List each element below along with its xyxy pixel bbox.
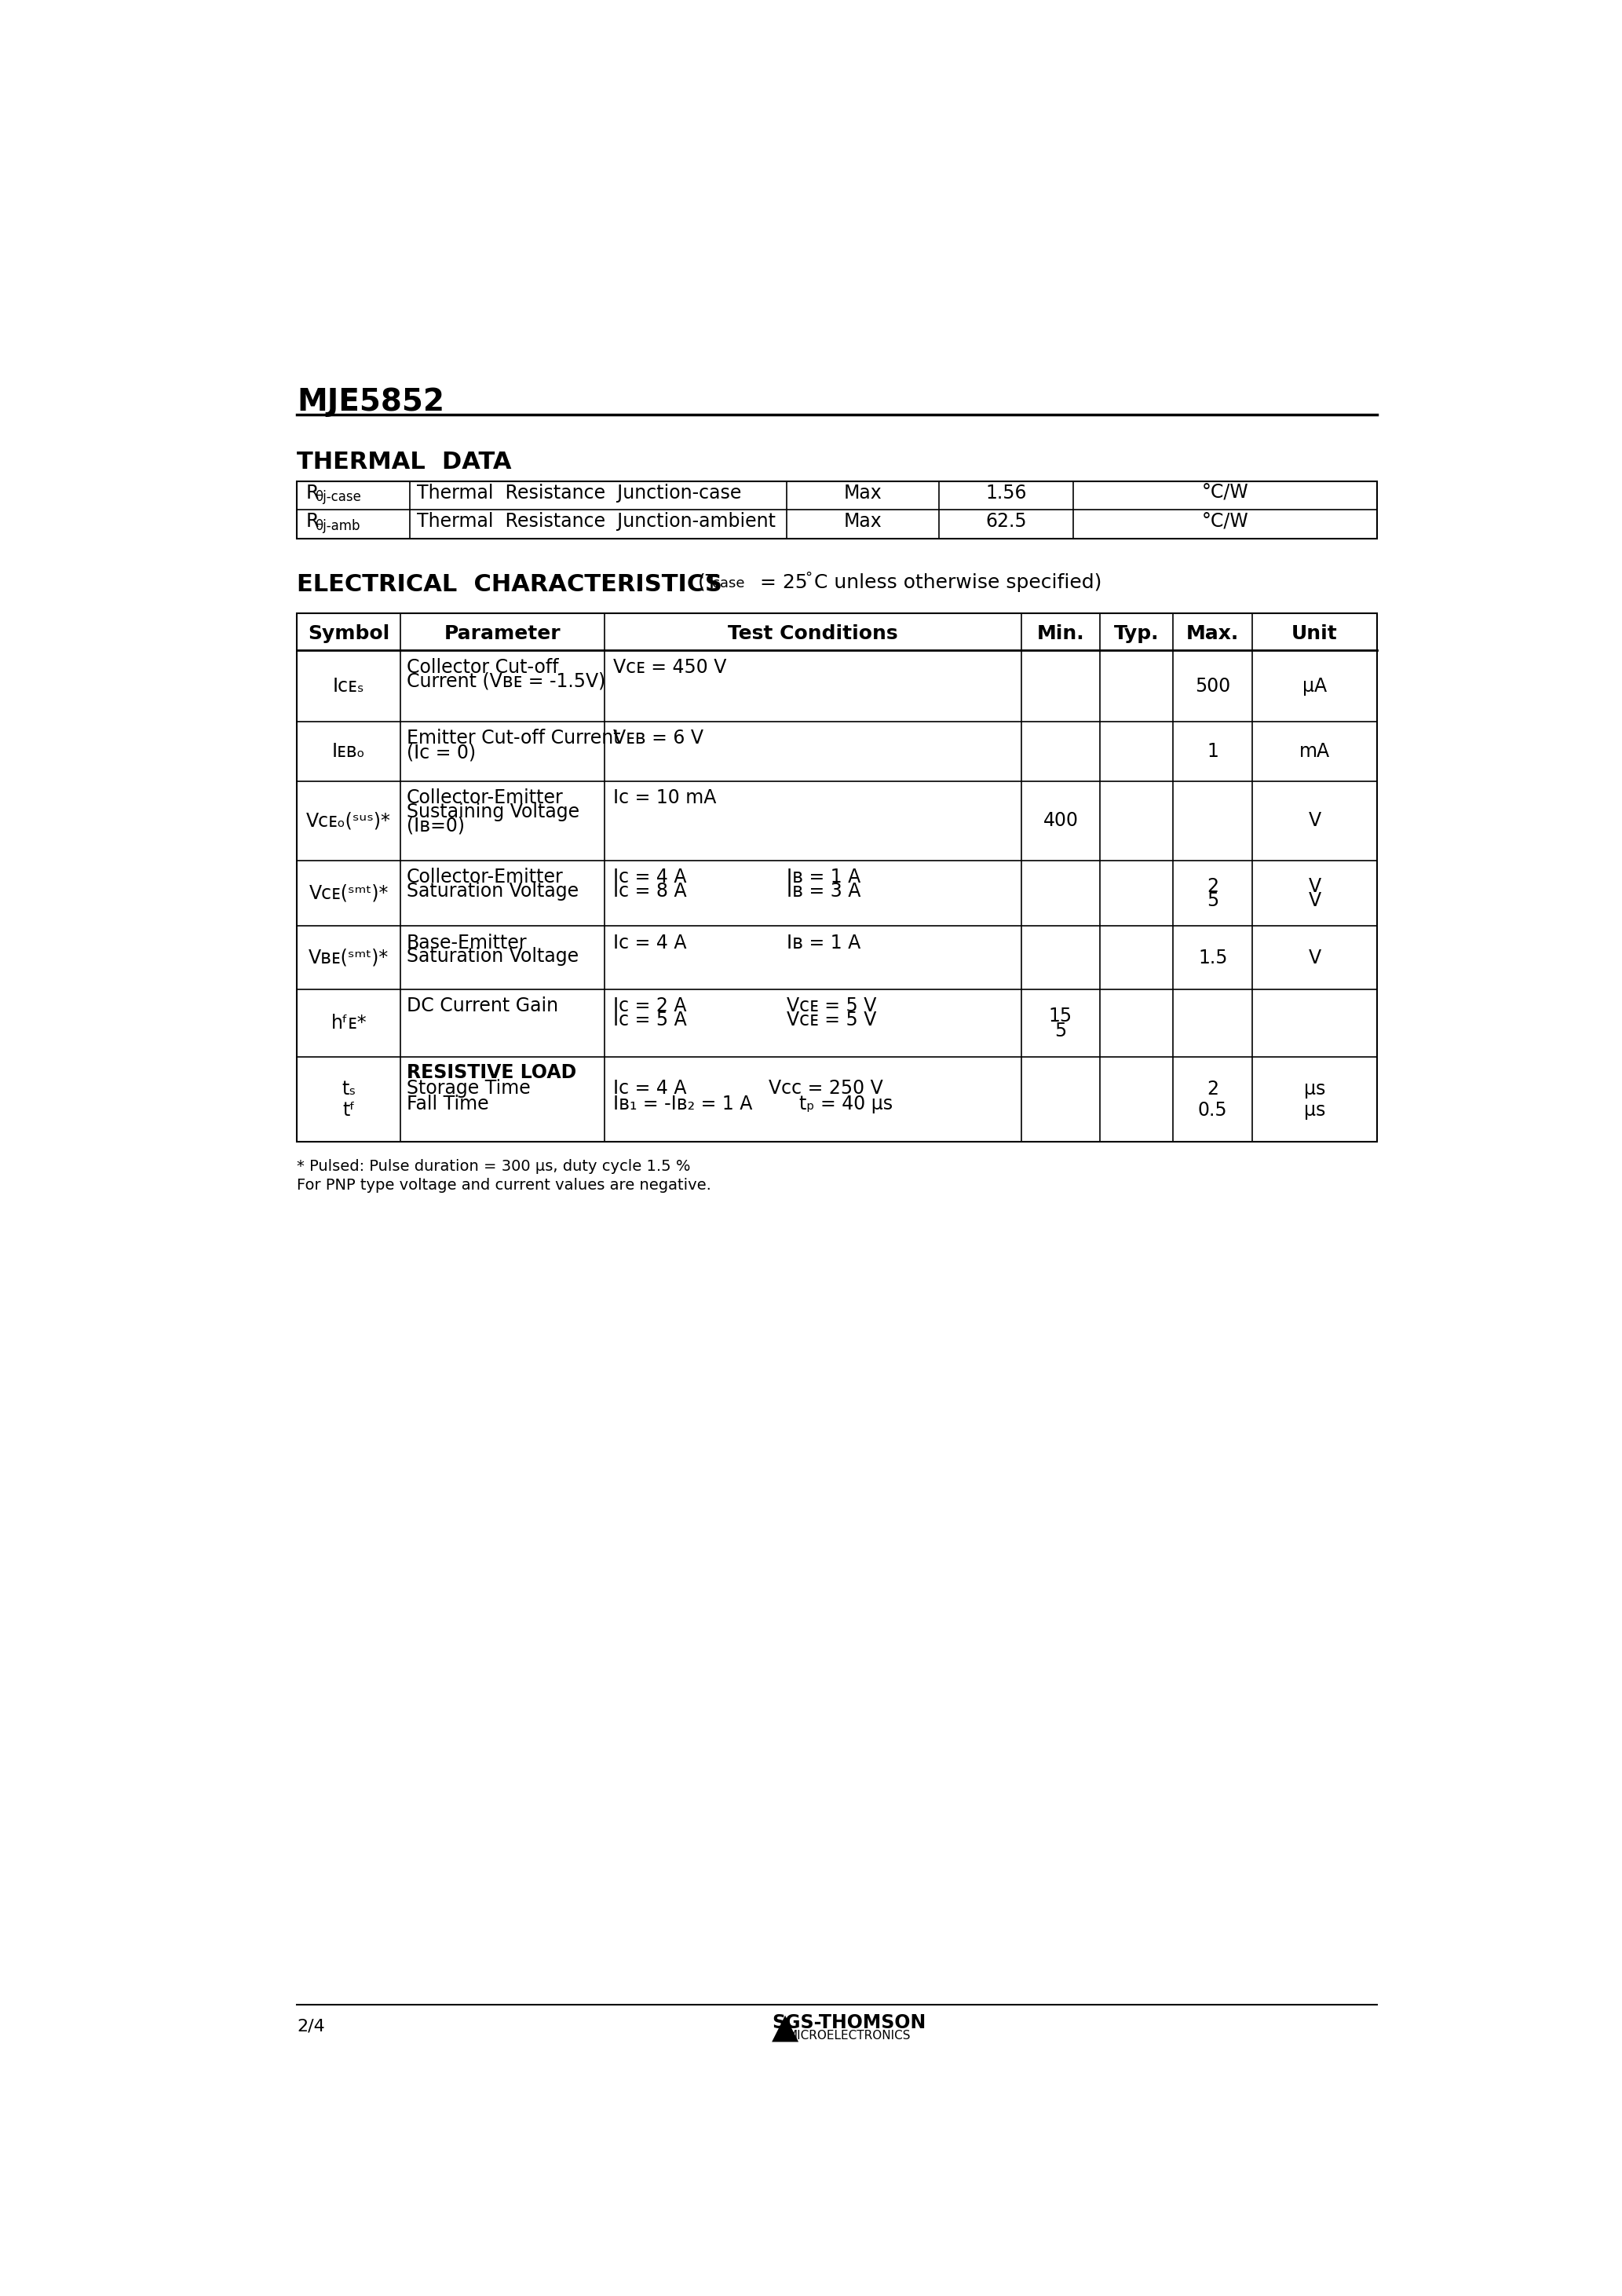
Text: Test Conditions: Test Conditions — [728, 625, 897, 643]
Text: tₛ: tₛ — [342, 1079, 355, 1097]
Text: hᶠᴇ*: hᶠᴇ* — [331, 1015, 367, 1033]
Text: Vᴄᴇₒ(ˢᵘˢ)*: Vᴄᴇₒ(ˢᵘˢ)* — [307, 810, 391, 831]
Text: R: R — [307, 512, 320, 530]
Text: 2: 2 — [1207, 877, 1218, 895]
Text: °C/W: °C/W — [1202, 512, 1249, 530]
Text: MJE5852: MJE5852 — [297, 388, 444, 418]
Text: 1.56: 1.56 — [985, 484, 1027, 503]
Text: tᶠ: tᶠ — [342, 1102, 355, 1120]
Text: Iᴇвₒ: Iᴇвₒ — [333, 742, 365, 760]
Text: C unless otherwise specified): C unless otherwise specified) — [814, 574, 1101, 592]
Text: μs: μs — [1304, 1102, 1325, 1120]
Text: MICROELECTRONICS: MICROELECTRONICS — [787, 2030, 912, 2041]
Text: V: V — [1309, 810, 1320, 831]
Text: Saturation Voltage: Saturation Voltage — [407, 882, 579, 900]
Text: 500: 500 — [1195, 677, 1231, 696]
Text: tₚ = 40 μs: tₚ = 40 μs — [800, 1095, 892, 1114]
Text: Fall Time: Fall Time — [407, 1095, 488, 1114]
Text: 2/4: 2/4 — [297, 2018, 324, 2034]
Text: Iᴄ = 10 mA: Iᴄ = 10 mA — [613, 788, 717, 808]
Text: Vвᴇ(ˢᵐᵗ)*: Vвᴇ(ˢᵐᵗ)* — [308, 948, 389, 967]
Text: ELECTRICAL  CHARACTERISTICS: ELECTRICAL CHARACTERISTICS — [297, 574, 722, 595]
Text: case: case — [712, 576, 744, 590]
Text: Max: Max — [843, 484, 882, 503]
Text: Iᴄ = 4 A: Iᴄ = 4 A — [613, 934, 686, 953]
Bar — [297, 613, 1377, 1141]
Text: θj-case: θj-case — [315, 491, 362, 505]
Text: μA: μA — [1302, 677, 1327, 696]
Text: 2: 2 — [1207, 1079, 1218, 1097]
Text: Thermal  Resistance  Junction-case: Thermal Resistance Junction-case — [417, 484, 741, 503]
Text: Iᴄ = 4 A: Iᴄ = 4 A — [613, 868, 686, 886]
Text: Iв = 1 A: Iв = 1 A — [787, 868, 861, 886]
Text: 0.5: 0.5 — [1199, 1102, 1228, 1120]
Text: 1: 1 — [1207, 742, 1218, 760]
Text: Iᴄ = 8 A: Iᴄ = 8 A — [613, 882, 688, 900]
Text: Min.: Min. — [1036, 625, 1085, 643]
Text: Iᴄ = 4 A: Iᴄ = 4 A — [613, 1079, 686, 1097]
Text: Vᴄᴄ = 250 V: Vᴄᴄ = 250 V — [769, 1079, 882, 1097]
Text: SGS-THOMSON: SGS-THOMSON — [772, 2014, 926, 2032]
Text: Max: Max — [843, 512, 882, 530]
Text: Vᴄᴇ = 5 V: Vᴄᴇ = 5 V — [787, 1010, 876, 1029]
Text: 5: 5 — [1054, 1022, 1067, 1040]
Text: Current (Vвᴇ = -1.5V): Current (Vвᴇ = -1.5V) — [407, 670, 605, 691]
Text: Vᴄᴇ(ˢᵐᵗ)*: Vᴄᴇ(ˢᵐᵗ)* — [308, 884, 389, 902]
Text: Emitter Cut-off Current: Emitter Cut-off Current — [407, 730, 621, 748]
Text: (Iв=0): (Iв=0) — [407, 815, 464, 836]
Text: (Iᴄ = 0): (Iᴄ = 0) — [407, 744, 475, 762]
Text: Parameter: Parameter — [444, 625, 561, 643]
Text: Saturation Voltage: Saturation Voltage — [407, 948, 579, 967]
Text: RESISTIVE LOAD: RESISTIVE LOAD — [407, 1063, 576, 1081]
Text: R: R — [307, 484, 320, 503]
Text: V: V — [1309, 891, 1320, 909]
Text: Max.: Max. — [1186, 625, 1239, 643]
Text: (T: (T — [684, 574, 717, 592]
Text: Sustaining Voltage: Sustaining Voltage — [407, 801, 579, 822]
Text: Storage Time: Storage Time — [407, 1079, 530, 1097]
Text: THERMAL  DATA: THERMAL DATA — [297, 450, 513, 473]
Text: Collector Cut-off: Collector Cut-off — [407, 657, 558, 677]
Text: Unit: Unit — [1291, 625, 1338, 643]
Text: Vᴄᴇ = 450 V: Vᴄᴇ = 450 V — [613, 657, 727, 677]
Text: Iв = 3 A: Iв = 3 A — [787, 882, 861, 900]
Bar — [297, 482, 1377, 540]
Text: Symbol: Symbol — [308, 625, 389, 643]
Text: V: V — [1309, 948, 1320, 967]
Text: Collector-Emitter: Collector-Emitter — [407, 868, 563, 886]
Text: Typ.: Typ. — [1114, 625, 1160, 643]
Text: Iв = 1 A: Iв = 1 A — [787, 934, 861, 953]
Text: For PNP type voltage and current values are negative.: For PNP type voltage and current values … — [297, 1178, 712, 1194]
Text: 400: 400 — [1043, 810, 1079, 831]
Text: 5: 5 — [1207, 891, 1218, 909]
Text: mA: mA — [1299, 742, 1330, 760]
Text: Iᴄᴇₛ: Iᴄᴇₛ — [333, 677, 365, 696]
Text: 15: 15 — [1049, 1006, 1072, 1026]
Text: Iᴄ = 2 A: Iᴄ = 2 A — [613, 996, 686, 1015]
Text: V: V — [1309, 877, 1320, 895]
Text: DC Current Gain: DC Current Gain — [407, 996, 558, 1015]
Text: 1.5: 1.5 — [1199, 948, 1228, 967]
Text: °: ° — [805, 572, 813, 585]
Text: Iᴄ = 5 A: Iᴄ = 5 A — [613, 1010, 688, 1029]
Text: Collector-Emitter: Collector-Emitter — [407, 788, 563, 808]
Text: = 25: = 25 — [753, 574, 814, 592]
Text: Base-Emitter: Base-Emitter — [407, 934, 527, 953]
Text: θj-amb: θj-amb — [315, 519, 360, 533]
Text: °C/W: °C/W — [1202, 484, 1249, 503]
Text: μs: μs — [1304, 1079, 1325, 1097]
Text: Vᴄᴇ = 5 V: Vᴄᴇ = 5 V — [787, 996, 876, 1015]
Text: * Pulsed: Pulse duration = 300 μs, duty cycle 1.5 %: * Pulsed: Pulse duration = 300 μs, duty … — [297, 1159, 691, 1173]
Text: Thermal  Resistance  Junction-ambient: Thermal Resistance Junction-ambient — [417, 512, 775, 530]
Text: ▲: ▲ — [772, 2011, 798, 2043]
Text: Iв₁ = -Iв₂ = 1 A: Iв₁ = -Iв₂ = 1 A — [613, 1095, 753, 1114]
Text: 62.5: 62.5 — [985, 512, 1027, 530]
Text: Vᴇв = 6 V: Vᴇв = 6 V — [613, 730, 704, 748]
